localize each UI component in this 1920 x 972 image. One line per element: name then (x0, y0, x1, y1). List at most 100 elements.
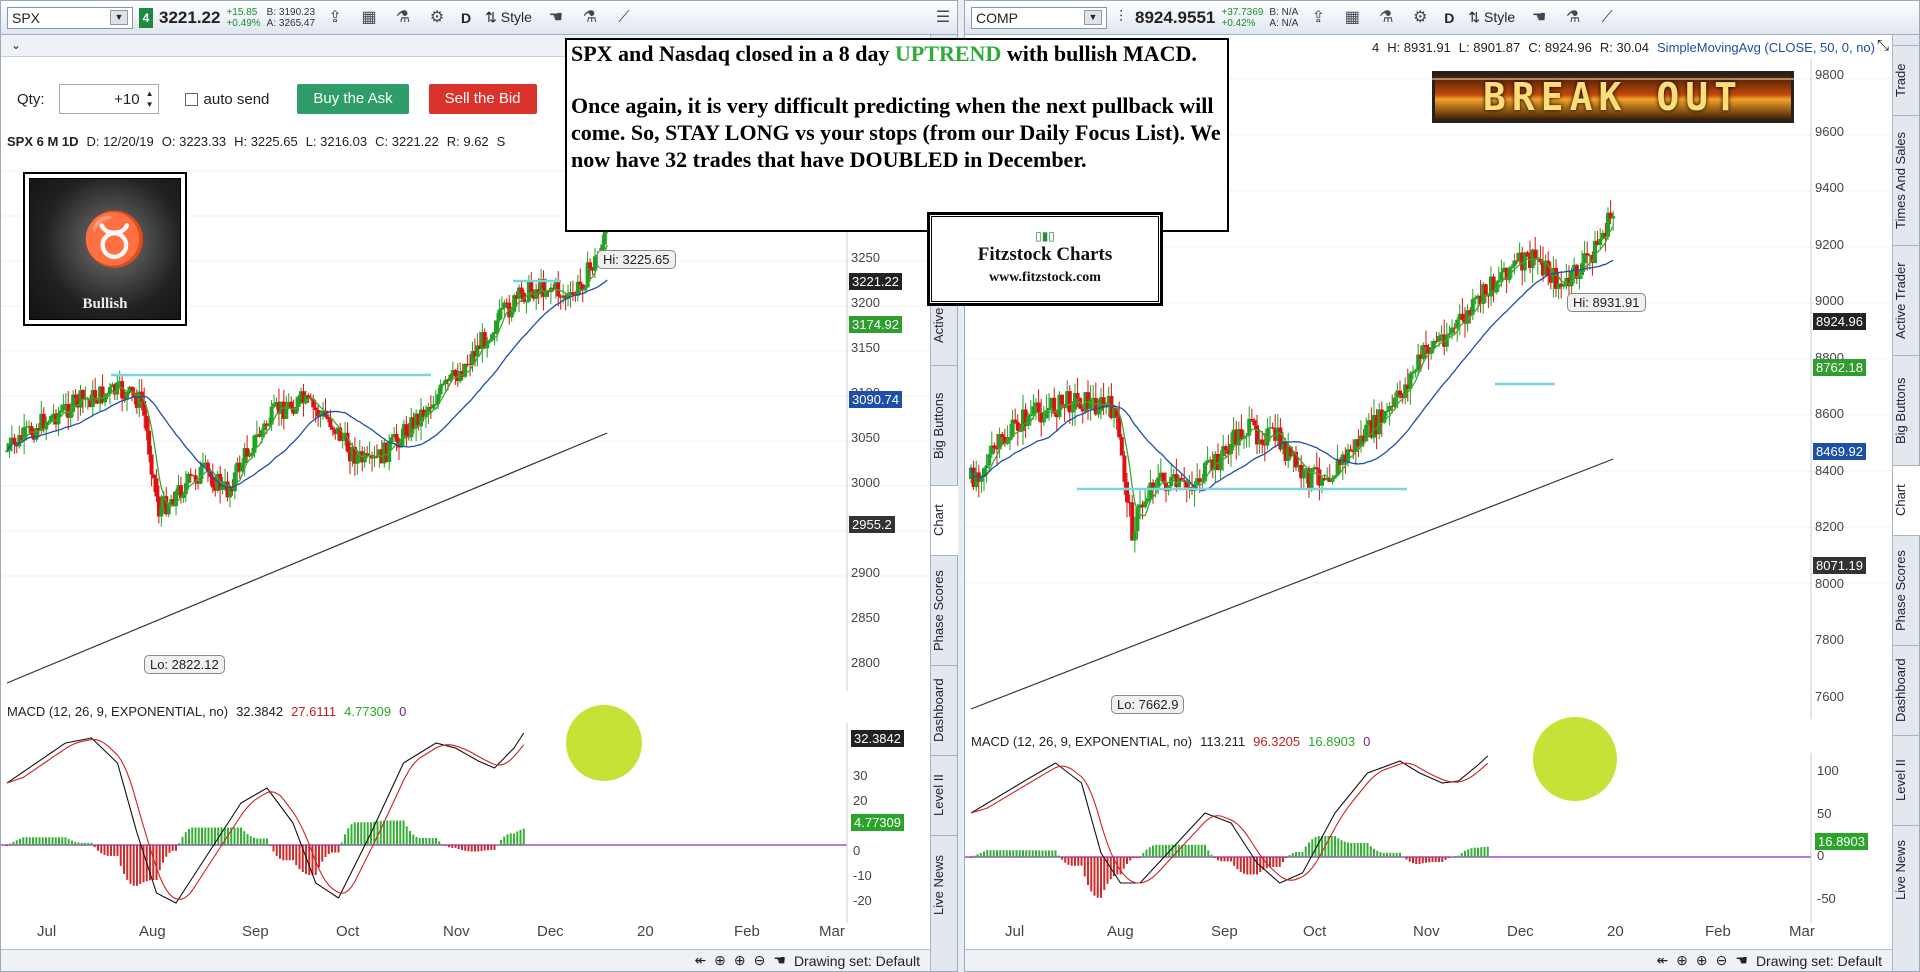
period-button[interactable]: D (1444, 9, 1455, 26)
side-tab[interactable]: Chart (931, 485, 958, 555)
side-tab[interactable]: Level II (931, 755, 958, 835)
right-side-tabs: Trade Times And Sales Active Trader Big But… (1892, 35, 1920, 971)
histogram-bar (1486, 846, 1489, 857)
candle-body (1249, 418, 1254, 421)
drawing-icon[interactable]: ⟋ (1601, 8, 1613, 26)
histogram-bar (1184, 844, 1187, 857)
flask-icon[interactable]: ⚗ (395, 8, 411, 26)
side-tab[interactable]: Times And Sales (1893, 115, 1920, 245)
histogram-bar (976, 854, 979, 857)
drawing-set-label[interactable]: Drawing set: Default (1755, 952, 1882, 969)
buy-ask-button[interactable]: Buy the Ask (297, 84, 409, 114)
hand-icon[interactable]: ☚ (1735, 952, 1748, 968)
zoom-out-icon[interactable]: ⊖ (753, 952, 766, 968)
candle-body (1114, 408, 1119, 417)
zoom-in-icon[interactable]: ⊕ (1695, 952, 1708, 968)
candle-body (1408, 373, 1413, 389)
right-macd-chart[interactable] (965, 753, 1893, 923)
calendar-icon[interactable]: ▦ (361, 8, 377, 26)
qty-stepper[interactable]: +10 ▲ ▼ (58, 84, 159, 114)
candle-body (512, 295, 517, 312)
side-tab[interactable]: Phase Scores (931, 555, 958, 665)
zoom-out-icon[interactable]: ⊖ (1715, 952, 1728, 968)
gear-icon[interactable]: ⚙ (1413, 8, 1428, 26)
stripe-field: D: 12/20/19 (86, 133, 154, 149)
flask-icon[interactable]: ⚗ (1565, 8, 1581, 26)
candle-body (1587, 255, 1592, 257)
link-icon[interactable]: ⫶ (1118, 8, 1123, 26)
hand-icon[interactable]: ☚ (1531, 8, 1547, 26)
candle-body (1158, 472, 1163, 478)
crosshair-icon[interactable]: ⊕ (1676, 952, 1688, 968)
menu-icon[interactable]: ☰ (935, 8, 951, 26)
side-tab[interactable]: Live News (931, 835, 958, 935)
candle-body (343, 432, 348, 440)
side-tab[interactable]: Live News (1893, 825, 1920, 915)
stepper-arrows-icon[interactable]: ▲ ▼ (145, 89, 154, 109)
stripe-field: H: 3225.65 (234, 133, 298, 149)
candle-body (384, 442, 389, 462)
side-tab[interactable]: Trade (1893, 45, 1920, 115)
drawing-set-label[interactable]: Drawing set: Default (793, 952, 920, 969)
candle-body (24, 426, 29, 428)
symbol-selector[interactable]: SPX ▼ (7, 6, 133, 29)
candle-body (1593, 240, 1597, 264)
histogram-bar (243, 831, 246, 845)
auto-send-checkbox[interactable]: auto send (184, 91, 269, 108)
macd-tick: 0 (1817, 848, 1825, 863)
left-macd-chart[interactable] (1, 723, 933, 923)
histogram-bar (357, 822, 359, 845)
candle-body (556, 281, 561, 297)
histogram-bar (1152, 845, 1154, 857)
share-icon[interactable]: ⇪ (1311, 8, 1325, 26)
hand-icon[interactable]: ☚ (548, 8, 564, 26)
side-tab[interactable]: Dashboard (931, 665, 958, 755)
month-label: Mar (819, 923, 845, 940)
pan-icon[interactable]: ↞ (694, 952, 707, 968)
histogram-bar (474, 845, 476, 852)
pan-icon[interactable]: ↞ (1656, 952, 1669, 968)
flask-icon[interactable]: ⚗ (1379, 8, 1394, 26)
drawing-icon[interactable]: ⟋ (618, 8, 630, 26)
candle-body (1099, 397, 1103, 411)
candle-body (330, 427, 335, 430)
side-tab[interactable]: Big Buttons (1893, 355, 1920, 465)
period-button[interactable]: D (461, 9, 472, 26)
price-tick: 3250 (851, 250, 880, 265)
candle-body (995, 448, 999, 450)
crosshair-icon[interactable]: ⊕ (714, 952, 726, 968)
chevron-down-icon[interactable]: ▼ (110, 10, 128, 25)
histogram-bar (1418, 857, 1421, 864)
hand-icon[interactable]: ☚ (773, 952, 786, 968)
flask-icon[interactable]: ⚗ (582, 8, 598, 26)
month-label: Nov (443, 923, 470, 940)
candle-body (1335, 459, 1340, 476)
chevron-down-icon[interactable]: ▼ (1084, 10, 1102, 25)
side-tab[interactable]: Phase Scores (1893, 535, 1920, 645)
side-tab[interactable]: Active Trader (1893, 245, 1920, 355)
gear-icon[interactable]: ⚙ (429, 8, 445, 26)
style-menu[interactable]: ⇅ Style (1468, 9, 1516, 25)
candle-body (1039, 412, 1044, 423)
histogram-bar (1308, 842, 1310, 857)
side-tab[interactable]: Level II (1893, 735, 1920, 825)
crosshair-toggle-icon[interactable]: ⤡ (1876, 37, 1889, 54)
symbol-selector[interactable]: COMP ▼ (971, 6, 1107, 29)
side-tab[interactable]: Dashboard (1893, 645, 1920, 735)
candle-body (289, 401, 294, 408)
sell-bid-button[interactable]: Sell the Bid (428, 84, 537, 114)
histogram-bar (1070, 857, 1073, 866)
fitzstock-logo: ▯▮▯ Fitzstock Charts www.fitzstock.com (927, 212, 1163, 306)
link-group-badge[interactable]: 4 (139, 7, 153, 28)
histogram-bar (1301, 852, 1304, 857)
side-tab[interactable]: Chart (1893, 465, 1920, 535)
candle-body (1093, 397, 1098, 415)
share-icon[interactable]: ⇪ (328, 8, 342, 26)
histogram-bar (295, 845, 298, 866)
left-price-chart[interactable] (1, 151, 933, 691)
side-tab[interactable]: Big Buttons (931, 365, 958, 485)
calendar-icon[interactable]: ▦ (1344, 8, 1360, 26)
chevron-down-icon[interactable]: ⌄ (11, 38, 22, 52)
zoom-in-icon[interactable]: ⊕ (733, 952, 746, 968)
style-menu[interactable]: ⇅ Style (485, 9, 532, 25)
